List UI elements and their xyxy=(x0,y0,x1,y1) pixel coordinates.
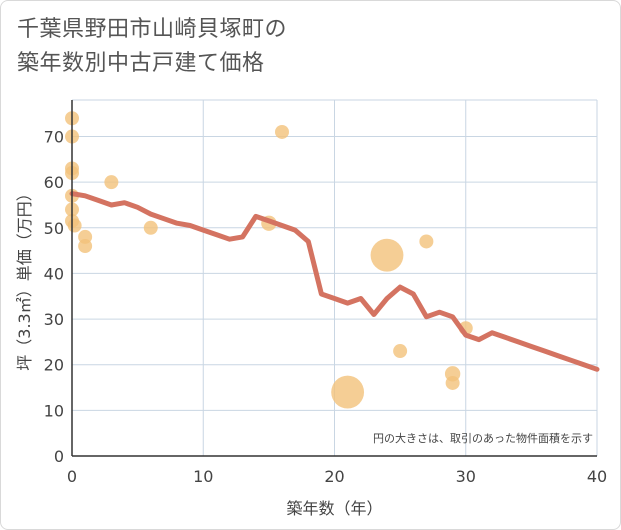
data-bubble xyxy=(331,375,365,409)
data-bubble xyxy=(445,375,460,390)
data-bubble xyxy=(419,234,434,249)
x-axis-title: 築年数（年） xyxy=(286,499,382,518)
tick-labels: 0 10 20 30 40 0 10 20 30 40 50 60 70 xyxy=(44,128,608,486)
chart-title: 千葉県野田市山崎貝塚町の 築年数別中古戸建て価格 xyxy=(17,13,287,81)
y-tick-label: 50 xyxy=(44,219,64,238)
data-bubble xyxy=(275,124,289,139)
size-note: 円の大きさは、取引のあった物件面積を示す xyxy=(373,431,593,445)
data-bubble xyxy=(78,239,93,254)
y-tick-label: 70 xyxy=(44,128,64,147)
data-bubble xyxy=(370,238,404,272)
grid-lines xyxy=(71,99,598,457)
data-bubble xyxy=(393,344,408,359)
x-tick-label: 30 xyxy=(456,467,476,486)
y-axis-title: 坪（3.3㎡）単価（万円） xyxy=(15,185,34,370)
trend-line xyxy=(69,191,600,372)
chart-title-line2: 築年数別中古戸建て価格 xyxy=(17,51,265,76)
data-bubble xyxy=(143,220,158,235)
y-tick-label: 0 xyxy=(54,447,64,466)
y-tick-label: 10 xyxy=(44,401,64,420)
data-bubble xyxy=(104,175,119,190)
chart-title-line1: 千葉県野田市山崎貝塚町の xyxy=(17,17,288,42)
y-tick-label: 30 xyxy=(44,310,64,329)
y-tick-label: 60 xyxy=(44,173,64,192)
data-bubble xyxy=(67,218,82,233)
x-tick-label: 20 xyxy=(324,467,344,486)
x-tick-label: 10 xyxy=(193,467,213,486)
x-tick-label: 40 xyxy=(587,467,607,486)
axes xyxy=(71,100,597,457)
y-tick-label: 20 xyxy=(44,356,64,375)
y-tick-label: 40 xyxy=(44,264,64,283)
x-tick-label: 0 xyxy=(67,467,77,486)
bubble-layer xyxy=(65,111,473,409)
